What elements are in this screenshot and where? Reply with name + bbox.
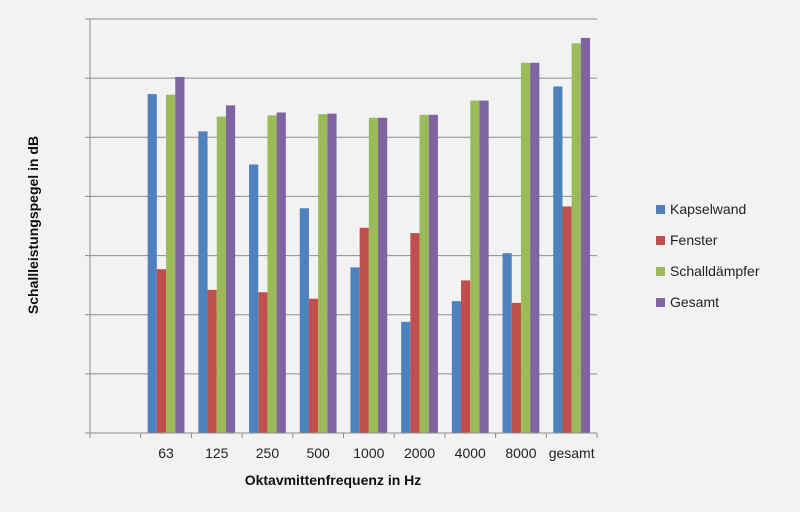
bar-kapselwand-2000 — [401, 321, 411, 433]
bar-schalld-mpfer-8000 — [520, 62, 531, 433]
legend: Kapselwand Fenster Schalldämpfer Gesamt — [656, 201, 760, 310]
bar-gesamt-500 — [327, 113, 337, 433]
bar-kapselwand-8000 — [502, 253, 512, 433]
bar-kapselwand-1000 — [350, 267, 360, 433]
bar-schalld-mpfer-63 — [166, 94, 176, 434]
bar-gesamt-2000 — [428, 114, 438, 433]
bar-fenster-250 — [258, 292, 268, 433]
bar-fenster-500 — [308, 298, 319, 433]
legend-swatch — [656, 205, 665, 214]
bar-gesamt-4000 — [479, 100, 489, 434]
bar-schalld-mpfer-2000 — [419, 114, 429, 433]
bar-kapselwand-250 — [249, 164, 259, 433]
y-axis-title: Schallleistungspegel in dB — [25, 136, 41, 314]
bar-schalld-mpfer-1000 — [368, 117, 379, 434]
x-tick-label: 1000 — [353, 445, 384, 461]
bar-kapselwand-125 — [198, 131, 208, 433]
bar-kapselwand-gesamt — [553, 86, 563, 434]
legend-label: Schalldämpfer — [670, 263, 760, 279]
bar-kapselwand-63 — [147, 94, 157, 434]
legend-swatch — [656, 236, 665, 245]
x-tick-label: 125 — [205, 445, 229, 461]
bar-fenster-1000 — [359, 227, 369, 433]
bar-fenster-8000 — [511, 302, 521, 433]
x-axis-title: Oktavmittenfrequenz in Hz — [245, 472, 422, 488]
bar-gesamt-8000 — [530, 62, 540, 433]
bar-schalld-mpfer-4000 — [470, 100, 480, 434]
legend-label: Fenster — [670, 232, 718, 248]
x-tick-label: 500 — [306, 445, 330, 461]
bar-schalld-mpfer-500 — [318, 114, 328, 433]
x-tick-label: gesamt — [549, 445, 595, 461]
axes — [85, 18, 598, 438]
x-tick-label: 4000 — [455, 445, 486, 461]
legend-label: Kapselwand — [670, 201, 746, 217]
bars — [147, 37, 591, 434]
bar-schalld-mpfer-125 — [216, 116, 226, 433]
legend-label: Gesamt — [670, 294, 719, 310]
bar-fenster-2000 — [410, 233, 420, 433]
bar-schalld-mpfer-gesamt — [571, 43, 581, 434]
bar-gesamt-1000 — [378, 117, 388, 434]
bar-gesamt-63 — [175, 76, 185, 434]
legend-swatch — [656, 267, 665, 276]
x-tick-label: 63 — [158, 445, 174, 461]
bar-kapselwand-4000 — [451, 301, 462, 433]
bar-fenster-gesamt — [562, 206, 572, 433]
legend-swatch — [656, 298, 665, 307]
bar-fenster-125 — [207, 289, 217, 433]
x-tick-label: 8000 — [505, 445, 536, 461]
x-tick-label: 2000 — [404, 445, 435, 461]
bar-fenster-4000 — [461, 280, 471, 433]
bar-gesamt-gesamt — [580, 37, 591, 433]
bar-schalld-mpfer-250 — [267, 115, 277, 433]
bar-gesamt-125 — [225, 105, 236, 433]
bar-gesamt-250 — [276, 112, 286, 434]
bar-fenster-63 — [156, 269, 167, 433]
x-tick-labels: 63 125 250 500 1000 2000 4000 8000 gesamt — [158, 445, 594, 461]
x-tick-label: 250 — [256, 445, 280, 461]
bar-kapselwand-500 — [299, 208, 309, 433]
